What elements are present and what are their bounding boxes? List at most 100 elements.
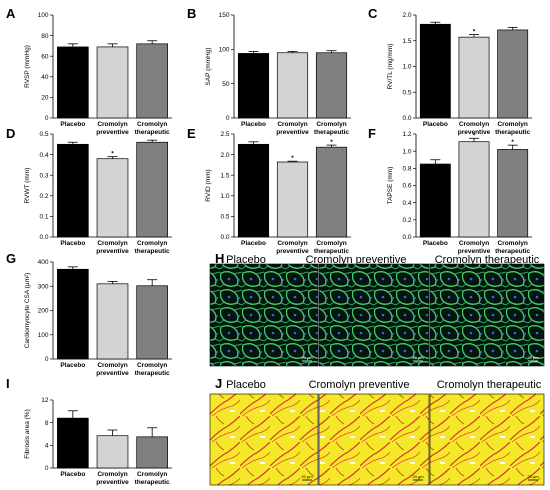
significance-marker: * — [473, 132, 476, 139]
y-axis-label: RVWT (mm) — [24, 168, 31, 204]
micrograph-title: Placebo — [226, 254, 266, 266]
micrograph-image — [319, 394, 429, 485]
category-label: Cromolyn — [97, 121, 127, 128]
category-label: preventive — [458, 248, 491, 255]
y-tick-label: 0.1 — [39, 214, 48, 221]
panel-label: J — [215, 376, 222, 391]
category-label: Cromolyn — [497, 240, 527, 247]
y-tick-label: 0.0 — [220, 234, 229, 241]
category-label: Placebo — [60, 240, 85, 247]
category-label: therapeutic — [495, 129, 530, 136]
y-axis-label: Fibrosis area (%) — [24, 409, 31, 458]
bar — [315, 52, 348, 119]
panel-label: C — [368, 6, 378, 21]
bar — [136, 285, 168, 360]
y-tick-label: 0.6 — [402, 183, 411, 190]
y-tick-label: 0.5 — [402, 89, 411, 96]
panel-label: B — [187, 6, 196, 21]
bar — [237, 143, 270, 238]
y-tick-label: 2.0 — [402, 12, 411, 19]
category-label: therapeutic — [135, 479, 170, 486]
micrograph-frame — [318, 263, 430, 367]
panel-label: H — [215, 251, 224, 266]
bar — [315, 146, 348, 238]
y-tick-label: 150 — [219, 12, 230, 19]
y-tick-label: 20 — [41, 95, 49, 102]
micrograph-image — [430, 264, 544, 366]
y-tick-label: 0.0 — [39, 234, 48, 241]
bar — [276, 52, 309, 119]
significance-marker: * — [473, 29, 476, 36]
bar — [136, 43, 168, 119]
y-axis-label: RVID (mm) — [205, 169, 212, 201]
bar — [96, 435, 129, 469]
category-label: Placebo — [241, 121, 266, 128]
category-label: Cromolyn — [459, 240, 489, 247]
y-tick-label: 60 — [41, 53, 49, 60]
y-tick-label: 8 — [45, 420, 49, 427]
category-label: Placebo — [241, 240, 266, 247]
category-label: preventive — [96, 129, 129, 136]
category-label: Cromolyn — [137, 362, 167, 369]
category-label: Cromolyn — [137, 471, 167, 478]
category-label: Cromolyn — [137, 121, 167, 128]
y-tick-label: 40 — [41, 74, 49, 81]
significance-marker: * — [291, 155, 294, 162]
scale-bar-label: 20 µm — [301, 355, 313, 360]
chart-panel-f: F 0.0 0.2 0.4 0.6 0.8 1.0 1.2 TAPSE (mm) Placebo *… — [368, 126, 532, 255]
category-label: therapeutic — [314, 248, 349, 255]
bar — [136, 141, 168, 238]
y-tick-label: 80 — [41, 33, 49, 40]
bar — [96, 283, 129, 360]
category-label: Placebo — [423, 121, 448, 128]
y-tick-label: 100 — [38, 332, 49, 339]
category-label: therapeutic — [135, 370, 170, 377]
chart-panel-c: C 0.0 0.5 1.0 1.5 2.0 RV/TL (mg/mm) Placebo * Cro… — [368, 6, 532, 136]
category-label: therapeutic — [135, 129, 170, 136]
category-label: Placebo — [423, 240, 448, 247]
scale-bar-label: 20 µm — [527, 474, 539, 479]
category-label: Cromolyn — [316, 121, 346, 128]
y-axis-label: RVSP (mmHg) — [24, 45, 31, 88]
category-label: Cromolyn — [97, 362, 127, 369]
y-tick-label: 0 — [226, 115, 230, 122]
y-tick-label: 100 — [38, 12, 49, 19]
micrograph-frame — [209, 393, 319, 486]
micrograph-title: Cromolyn therapeutic — [437, 379, 542, 391]
micrograph-image — [319, 264, 429, 366]
category-label: preventive — [276, 129, 309, 136]
y-tick-label: 1.5 — [402, 38, 411, 45]
y-axis-label: Cardiomyocyte CSA (µm²) — [24, 273, 31, 349]
y-tick-label: 0.4 — [402, 200, 411, 207]
category-label: Cromolyn — [316, 240, 346, 247]
y-tick-label: 300 — [38, 283, 49, 290]
category-label: Cromolyn — [497, 121, 527, 128]
bar — [419, 163, 451, 238]
y-tick-label: 0 — [45, 115, 49, 122]
significance-marker: * — [111, 151, 114, 158]
y-tick-label: 4 — [45, 443, 49, 450]
scale-bar-label: 20 µm — [412, 355, 424, 360]
y-tick-label: 1.5 — [220, 172, 229, 179]
y-tick-label: 0.0 — [402, 115, 411, 122]
y-tick-label: 1.2 — [402, 131, 411, 138]
bar — [57, 143, 89, 238]
category-label: therapeutic — [495, 248, 530, 255]
category-label: preventive — [96, 248, 129, 255]
category-label: therapeutic — [314, 129, 349, 136]
panel-label: E — [187, 126, 196, 141]
category-label: Placebo — [60, 362, 85, 369]
bar — [419, 23, 451, 119]
y-tick-label: 12 — [41, 397, 49, 404]
micrograph-frame — [429, 263, 545, 367]
category-label: Placebo — [60, 121, 85, 128]
y-tick-label: 0.8 — [402, 166, 411, 173]
y-tick-label: 0.2 — [402, 217, 411, 224]
panel-label: A — [6, 6, 16, 21]
y-tick-label: 0.5 — [220, 214, 229, 221]
panel-label: F — [368, 126, 376, 141]
micrograph-title: Cromolyn therapeutic — [435, 254, 540, 266]
